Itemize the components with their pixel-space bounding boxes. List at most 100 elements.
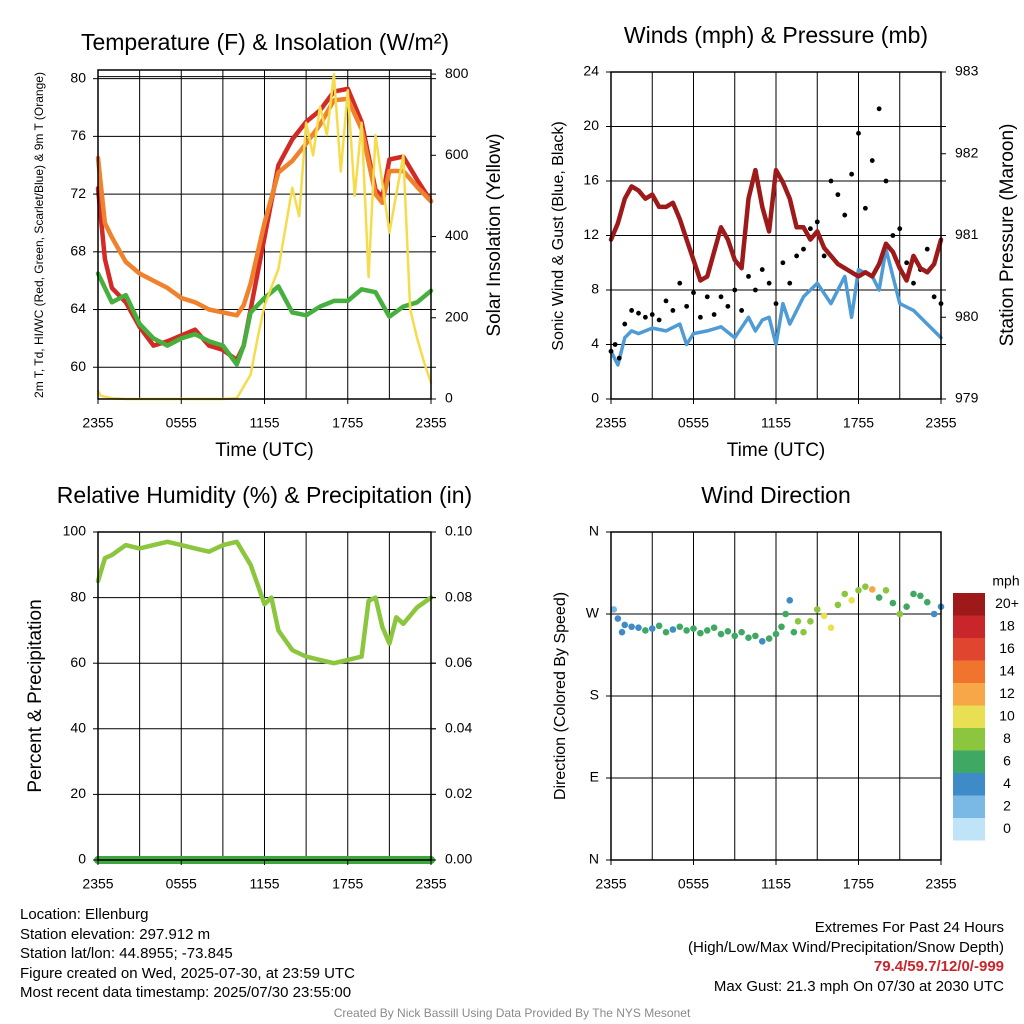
gust-point [829, 179, 834, 184]
y-tick-label: 8 [591, 281, 599, 297]
y-tick-label: 20 [583, 117, 599, 133]
gust-point [650, 312, 655, 317]
colorbar-swatch [953, 593, 985, 616]
x-tick-label: 1155 [761, 415, 791, 431]
direction-point [855, 587, 862, 594]
y-tick-label: 24 [583, 63, 599, 79]
direction-point [731, 633, 738, 640]
gust-point [732, 288, 737, 293]
x-tick-label: 1755 [332, 415, 363, 431]
direction-point [786, 597, 793, 604]
y-tick-label: 20 [70, 785, 86, 801]
gust-point [808, 226, 813, 231]
y-tick-label: 80 [70, 69, 86, 85]
direction-point [621, 622, 628, 629]
y-tick-label: S [590, 687, 599, 703]
station-location: Location: Ellenburg [20, 905, 355, 925]
colorbar-label: 12 [999, 685, 1015, 701]
gust-point [870, 158, 875, 163]
gust-point [897, 226, 902, 231]
direction-point [903, 603, 910, 610]
x-tick-label: 2355 [925, 876, 956, 892]
y2-tick-label: 600 [445, 146, 469, 162]
gust-point [636, 311, 641, 316]
y-tick-label: 68 [70, 243, 86, 259]
direction-point [683, 627, 690, 634]
x-tick-label: 2355 [82, 415, 113, 431]
colorbar-label: 6 [1003, 752, 1011, 768]
y-tick-label: 4 [591, 335, 599, 351]
station-latlon: Station lat/lon: 44.8955; -73.845 [20, 944, 355, 964]
gust-point [753, 288, 758, 293]
direction-point [931, 611, 938, 618]
gust-point [932, 294, 937, 299]
x-tick-label: 0555 [166, 876, 197, 892]
x-tick-label: 1755 [843, 415, 874, 431]
colorbar-label: 4 [1003, 775, 1011, 791]
direction-point [725, 628, 732, 635]
gust-point [643, 315, 648, 320]
direction-point [862, 583, 869, 590]
y2-axis-label-winds: Station Pressure (Maroon) [997, 124, 1018, 347]
recent-data-timestamp: Most recent data timestamp: 2025/07/30 2… [20, 983, 355, 1003]
gust-point [774, 301, 779, 306]
direction-point [821, 613, 828, 620]
y2-tick-label: 0.10 [445, 523, 472, 539]
y-tick-label: 12 [583, 226, 599, 242]
y2-axis-label-temp: Solar Insolation (Yellow) [484, 133, 505, 336]
direction-point [766, 635, 773, 642]
direction-point [718, 631, 725, 638]
gust-point [664, 299, 669, 304]
x-tick-label: 2355 [595, 876, 626, 892]
y2-tick-label: 0 [445, 390, 453, 406]
gust-point [801, 247, 806, 252]
gust-point [613, 342, 618, 347]
gust-point [815, 219, 820, 224]
gust-point [822, 254, 827, 259]
direction-point [924, 599, 931, 606]
direction-point [773, 631, 780, 638]
y2-tick-label: 0.06 [445, 654, 472, 670]
direction-point [778, 623, 785, 630]
y2-tick-label: 979 [955, 390, 979, 406]
gust-point [617, 356, 622, 361]
direction-point [791, 629, 798, 636]
gust-point [925, 247, 930, 252]
direction-point [841, 591, 848, 598]
y-tick-label: E [590, 769, 599, 785]
colorbar-swatch [953, 638, 985, 661]
direction-point [642, 627, 649, 634]
y-tick-label: 76 [70, 127, 86, 143]
direction-point [910, 591, 917, 598]
gust-point [780, 260, 785, 265]
direction-point [635, 624, 642, 631]
direction-point [828, 624, 835, 631]
y2-tick-label: 400 [445, 227, 469, 243]
x-tick-label: 2355 [415, 876, 446, 892]
direction-point [711, 624, 718, 631]
y-tick-label: 100 [63, 523, 87, 539]
direction-point [745, 634, 752, 641]
x-tick-label: 2355 [925, 415, 956, 431]
gust-point [746, 274, 751, 279]
gust-point [890, 233, 895, 238]
panel-title-rh: Relative Humidity (%) & Precipitation (i… [57, 482, 472, 508]
gust-point [904, 260, 909, 265]
gust-point [863, 206, 868, 211]
extremes-values: 79.4/59.7/12/0/-999 [688, 957, 1004, 977]
direction-point [615, 615, 622, 622]
direction-point [917, 592, 924, 599]
direction-point [670, 626, 677, 633]
y-tick-label: 0 [78, 851, 86, 867]
gust-point [911, 281, 916, 286]
y2-tick-label: 982 [955, 144, 979, 160]
y2-tick-label: 800 [445, 65, 469, 81]
y-tick-label: 16 [583, 172, 599, 188]
colorbar-label: 10 [999, 707, 1015, 723]
gust-point [684, 304, 689, 309]
direction-point [848, 597, 855, 604]
x-tick-label: 1155 [249, 876, 279, 892]
direction-point [759, 638, 766, 645]
direction-point [752, 633, 759, 640]
colorbar-swatch [953, 616, 985, 639]
